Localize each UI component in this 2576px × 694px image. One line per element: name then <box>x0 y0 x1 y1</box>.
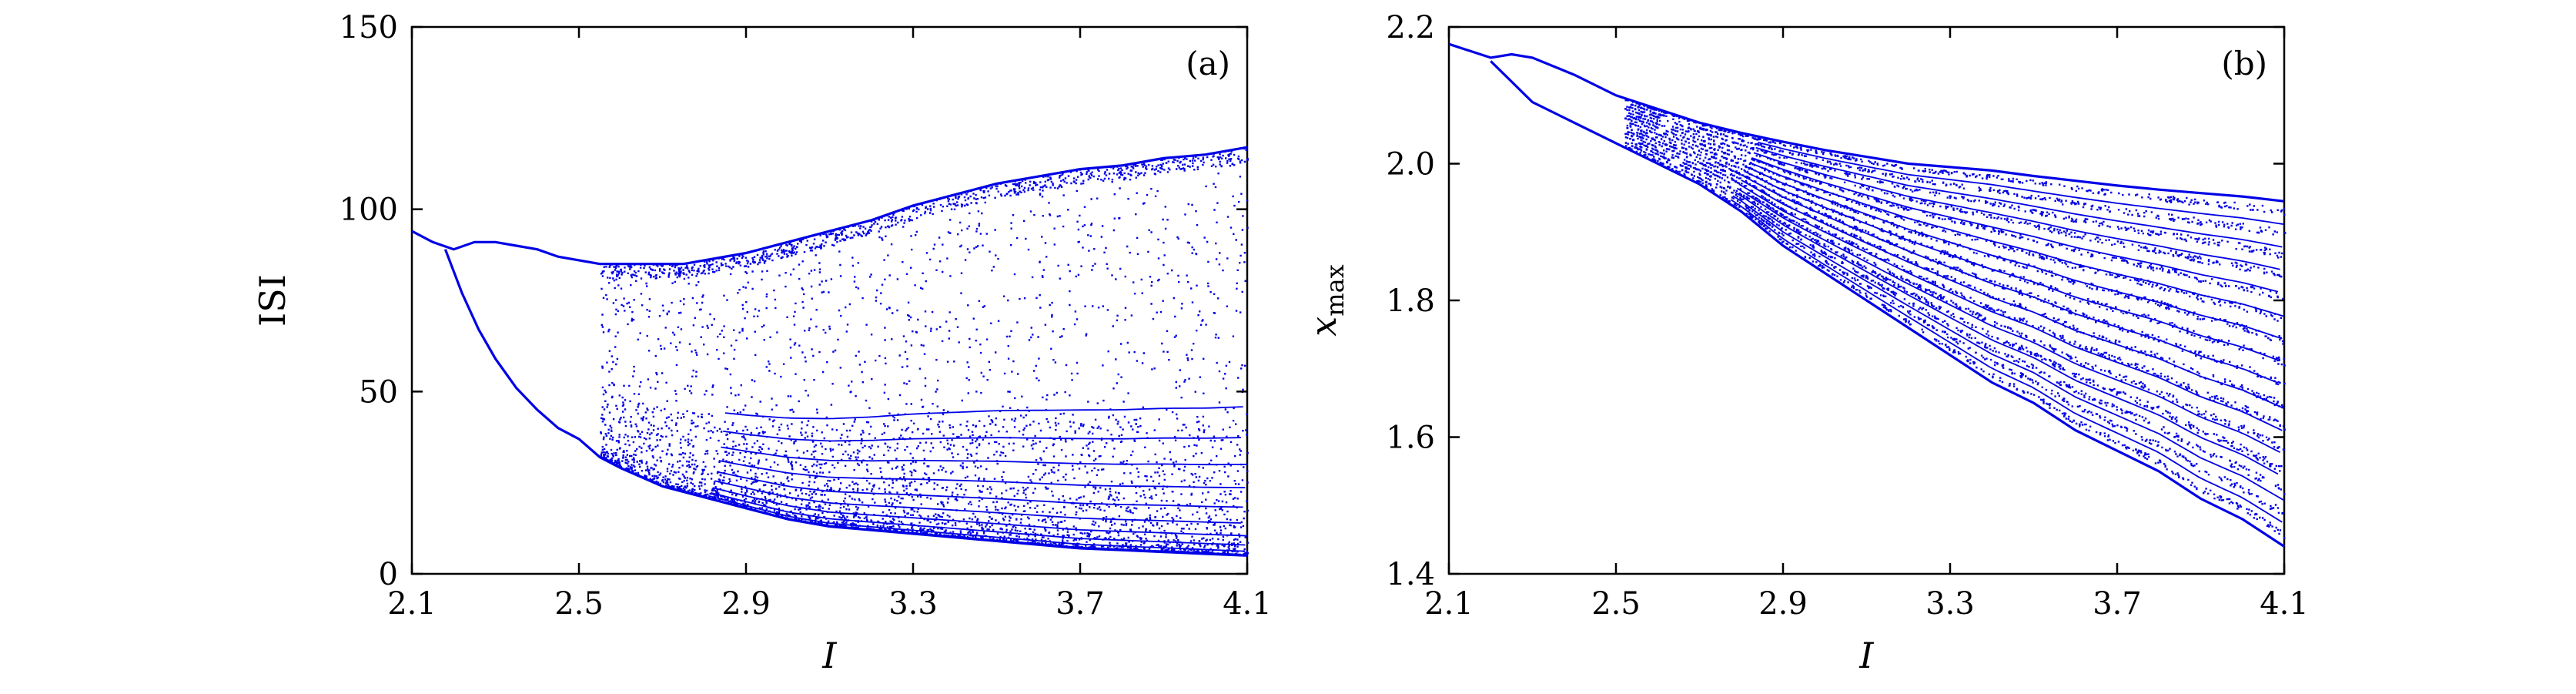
branch-strand <box>716 471 1243 508</box>
branch-strand <box>1743 175 2279 384</box>
panel-label-a: (a) <box>1186 45 1230 82</box>
x-tick-label: 3.7 <box>1055 586 1105 622</box>
y-tick-label: 1.4 <box>1386 557 1435 592</box>
x-tick-label: 2.5 <box>554 586 604 622</box>
branch-strand <box>1755 146 2283 248</box>
branch-strand <box>714 480 1241 524</box>
y-tick-label: 1.6 <box>1386 421 1435 456</box>
x-tick-label: 4.1 <box>1223 586 1272 622</box>
branch-strand <box>1735 191 2279 475</box>
y-tick-label: 2.0 <box>1386 147 1435 183</box>
ticks-b: 2.1 2.5 2.9 3.3 3.7 4.1 1.4 1.6 1.8 2.0 2.2 <box>1386 10 2308 622</box>
upper-branch-line <box>1448 42 2285 203</box>
y-tick-label: 2.2 <box>1386 10 1435 45</box>
panel-label-b: (b) <box>2221 45 2267 82</box>
x-tick-label: 4.1 <box>2260 586 2309 622</box>
y-tick-label: 150 <box>340 10 398 45</box>
panel-b: 2.1 2.5 2.9 3.3 3.7 4.11.41.61.82.02.2 (b) I … <box>1303 10 2309 676</box>
branch-strand <box>712 487 1248 537</box>
branch-strand <box>1732 195 2285 501</box>
lower-branch-line <box>1490 60 2285 548</box>
branch-strand <box>723 431 1241 442</box>
y-tick-label: 100 <box>340 193 398 228</box>
branch-strand <box>1747 166 2283 340</box>
plot-frame-a <box>410 25 1249 575</box>
branch-strand <box>1745 171 2280 362</box>
scatter-cloud-b <box>1624 99 2287 539</box>
branch-strand <box>724 406 1243 420</box>
branch-strand <box>721 446 1248 466</box>
x-axis-label-a: I <box>821 635 837 676</box>
branch-strand <box>708 495 1243 552</box>
x-tick-label: 2.1 <box>1424 586 1474 622</box>
branch-strand <box>1738 183 2283 431</box>
branch-strand <box>1741 179 2285 410</box>
y-tick-label: 0 <box>379 557 398 592</box>
branch-strand <box>1753 152 2280 270</box>
x-tick-label: 2.9 <box>1758 586 1808 622</box>
x-tick-label: 3.7 <box>2093 586 2142 622</box>
x-axis-label-b: I <box>1858 635 1874 676</box>
y-axis-label-b-main: x <box>1303 317 1344 337</box>
branch-strand <box>1730 199 2283 523</box>
branch-strand <box>706 496 1241 555</box>
upper-branch-line <box>411 146 1248 266</box>
branch-lines-b <box>1448 42 2285 548</box>
scatter-points <box>1624 99 2287 539</box>
y-axis-label-b: xmax <box>1303 264 1350 336</box>
branch-strand <box>1758 142 2285 226</box>
branch-lines-a <box>411 146 1248 557</box>
y-axis-label-a: ISI <box>252 274 293 327</box>
branch-strand <box>1749 162 2285 317</box>
ticks-a: 2.1 2.5 2.9 3.3 3.7 4.1 0 50 100 150 <box>340 10 1272 622</box>
y-axis-label-b-sub: max <box>1320 264 1350 316</box>
x-tick-label: 2.5 <box>1591 586 1641 622</box>
branch-strand <box>1736 187 2281 454</box>
branch-strand <box>710 491 1246 546</box>
branch-strand <box>1751 157 2279 293</box>
branch-strand <box>718 460 1246 488</box>
x-tick-label: 2.9 <box>721 586 771 622</box>
y-tick-label: 1.8 <box>1386 283 1435 319</box>
x-tick-label: 2.1 <box>387 586 437 622</box>
y-tick-label: 50 <box>359 374 398 410</box>
panel-a: 2.1 2.5 2.9 3.3 3.7 4.1 0 50 100 150 (a) I ISI <box>252 10 1272 676</box>
x-tick-label: 3.3 <box>1925 586 1975 622</box>
x-tick-label: 3.3 <box>888 586 938 622</box>
